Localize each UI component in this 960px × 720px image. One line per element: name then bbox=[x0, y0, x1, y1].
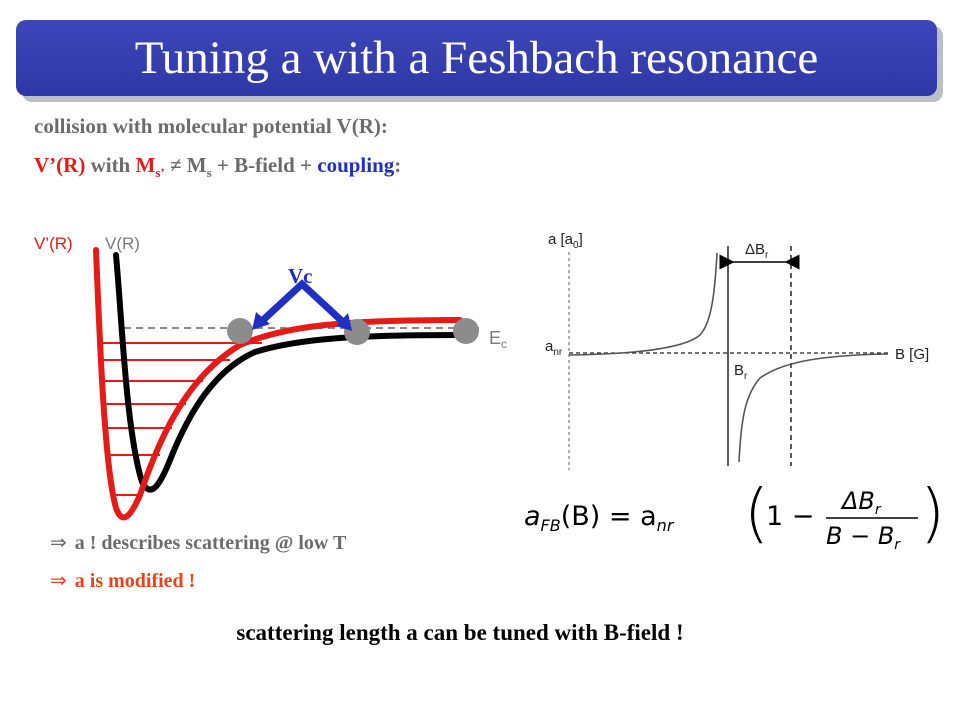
implies-arrow-icon: ⇒ bbox=[50, 530, 67, 554]
conclusion-1-text: a ! describes scattering @ low T bbox=[74, 532, 347, 554]
vc-label: Vc bbox=[288, 264, 313, 288]
dot-bound-state bbox=[227, 318, 253, 344]
intro-line: collision with molecular potential V(R): bbox=[34, 114, 388, 138]
coupling-term: coupling bbox=[317, 153, 395, 177]
br-label: Br bbox=[734, 362, 748, 382]
formula-numerator: ΔBr bbox=[840, 487, 882, 518]
resonance-figure: a [a0] B [G] anr Br ΔBr bbox=[545, 231, 929, 470]
title-bar bbox=[16, 20, 937, 96]
resonance-curve-right bbox=[738, 353, 889, 463]
resonance-curve-left bbox=[568, 252, 718, 356]
v-label: V(R) bbox=[105, 234, 140, 253]
coupling-arrowhead-left bbox=[252, 312, 270, 330]
delta-br-label: ΔBr bbox=[745, 241, 769, 261]
left-paren: ( bbox=[744, 477, 769, 551]
ms-sub: s bbox=[206, 165, 212, 180]
formula-denominator: B − Br bbox=[826, 522, 901, 553]
vprime-term: V’(R) bbox=[34, 153, 86, 177]
vprime-label: V’(R) bbox=[34, 234, 73, 253]
conclusion-modified: ⇒ a is modified ! bbox=[50, 568, 195, 593]
anr-label: anr bbox=[545, 338, 563, 358]
dot-threshold-right bbox=[453, 318, 479, 344]
one-minus: 1 − bbox=[766, 501, 814, 532]
resonance-xlabel: B [G] bbox=[895, 346, 929, 363]
v-curve bbox=[113, 252, 463, 493]
bottom-statement: scattering length a can be tuned with B-… bbox=[236, 620, 684, 645]
feshbach-formula: aFB(B) = anr ( 1 − ΔBr B − Br ) bbox=[524, 477, 945, 553]
bfield-term: + B-field + bbox=[211, 153, 318, 177]
conclusion-2-text: a is modified ! bbox=[74, 570, 196, 592]
with-word: with bbox=[85, 153, 136, 177]
colon: : bbox=[394, 153, 402, 177]
slide-title: Tuning a with a Feshbach resonance bbox=[134, 32, 819, 84]
ms-prime-term: Ms’ bbox=[135, 153, 165, 180]
vprime-curve bbox=[93, 247, 463, 521]
right-paren: ) bbox=[920, 477, 945, 551]
coupling-arrowhead-right bbox=[336, 313, 352, 331]
ec-label: Ec bbox=[489, 328, 507, 351]
implies-arrow-icon: ⇒ bbox=[50, 568, 67, 592]
resonance-ylabel: a [a0] bbox=[548, 231, 583, 251]
coupling-arrow bbox=[259, 279, 347, 326]
formula-lhs: aFB(B) = anr bbox=[524, 501, 675, 535]
potential-diagram: V’(R) V(R) Vc Ec bbox=[34, 234, 507, 521]
condition-line: V’(R) with Ms’ ≠ Ms + B-field + coupling… bbox=[34, 153, 401, 181]
neq-term: ≠ M bbox=[164, 153, 207, 177]
conclusion-scattering: ⇒ a ! describes scattering @ low T bbox=[50, 530, 346, 555]
